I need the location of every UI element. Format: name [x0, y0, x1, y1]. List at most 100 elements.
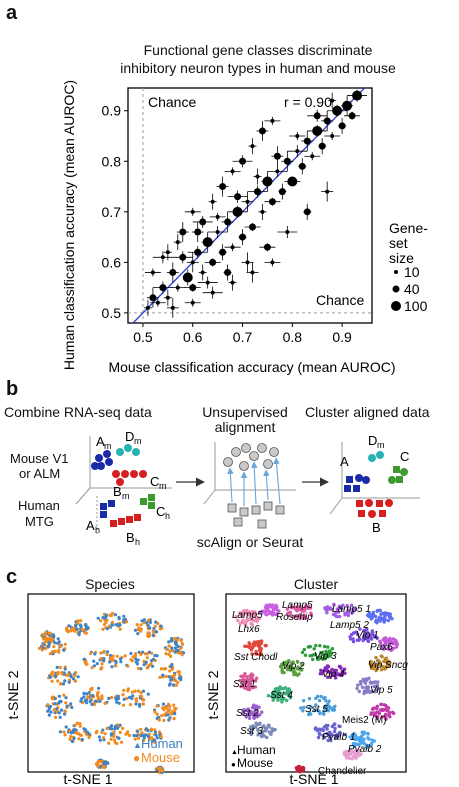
species-point [115, 700, 119, 704]
cluster-point [302, 647, 306, 652]
species-point [89, 651, 93, 655]
data-point [175, 240, 180, 245]
species-point [96, 690, 100, 694]
cluster-y-axis-label: t-SNE 2 [205, 670, 221, 719]
cluster-point [366, 732, 370, 736]
species-points [37, 611, 186, 775]
data-point [298, 162, 306, 170]
cluster-point [325, 727, 329, 731]
species-point [118, 657, 123, 661]
species-point [82, 727, 86, 731]
cluster-point [384, 636, 388, 640]
species-point [70, 626, 74, 630]
cluster-point [241, 682, 245, 687]
species-point [179, 639, 183, 643]
cluster-point [253, 679, 258, 683]
species-point [141, 702, 145, 706]
species-point [48, 652, 53, 656]
species-frame [27, 593, 195, 773]
alignment-arrows [227, 457, 281, 506]
cluster-label: Sst 5 [305, 704, 328, 715]
cluster-point [250, 623, 254, 627]
svg-text:A: A [86, 518, 95, 533]
species-point [58, 665, 63, 670]
cluster-point [337, 724, 341, 728]
cluster-point [253, 707, 258, 711]
y-tick-label: 0.8 [102, 153, 122, 169]
species-point [119, 660, 123, 664]
species-point [101, 765, 105, 769]
species-point [169, 677, 173, 681]
data-point [160, 255, 165, 260]
cluster-point [245, 609, 249, 613]
cluster-point [250, 706, 255, 710]
cluster-point [332, 729, 337, 734]
species-point [41, 633, 45, 637]
human-clusters [100, 494, 155, 527]
cluster-point [357, 743, 361, 747]
cluster-point [302, 705, 306, 710]
species-point [72, 736, 76, 740]
cluster-point [355, 686, 359, 691]
cluster-label: Chandelier [318, 766, 367, 777]
cluster-point [251, 686, 255, 690]
svg-text:h: h [165, 511, 170, 521]
svg-text:C: C [156, 504, 165, 519]
species-point [161, 673, 165, 677]
species-point [67, 624, 71, 628]
species-point [154, 620, 158, 624]
alignment-points [223, 443, 285, 529]
cluster-point [328, 606, 332, 610]
legend-human-marker: ▲ [133, 740, 142, 750]
species-point [80, 697, 84, 701]
cluster-label: Vip Sncg [368, 660, 408, 671]
axis-ticks: 0.5 0.6 0.7 0.8 0.9 0.5 0.6 0.7 0.8 0.9 [102, 103, 353, 345]
cluster-point [260, 609, 265, 613]
cluster-point [335, 614, 339, 619]
cluster-point [319, 694, 323, 699]
species-point [161, 702, 166, 706]
species-point [56, 679, 60, 683]
species-point [173, 646, 178, 650]
cluster-label: Vip 3 [314, 651, 337, 662]
species-point [97, 686, 101, 690]
species-point [141, 733, 145, 737]
species-point [87, 691, 91, 695]
cluster-label: Pvalb 2 [348, 744, 382, 755]
species-point [108, 727, 113, 731]
species-point [73, 629, 77, 633]
data-point [205, 280, 210, 285]
species-point [49, 710, 53, 714]
cluster-point [361, 637, 366, 641]
cluster-point [329, 733, 334, 737]
species-point [122, 618, 126, 622]
species-point [55, 707, 59, 711]
species-point [135, 623, 139, 627]
cluster-point [328, 735, 332, 739]
species-point [102, 649, 106, 653]
method-label: scAlign or Seurat [196, 534, 304, 550]
species-point [162, 667, 166, 671]
cluster-point [344, 612, 348, 616]
cluster-point [322, 669, 326, 673]
cluster-point [336, 734, 340, 739]
species-point [98, 738, 102, 742]
cluster-point [264, 608, 269, 612]
species-point [178, 673, 182, 677]
species-point [101, 627, 105, 631]
species-point [150, 659, 154, 663]
cluster-point [333, 722, 337, 726]
svg-text:m: m [377, 440, 385, 450]
species-point [174, 683, 178, 687]
cluster-point [291, 660, 295, 664]
cluster-label: Sst 3 [240, 726, 263, 737]
cluster-point [314, 643, 318, 648]
svg-text:B: B [126, 530, 135, 545]
cluster-label: Pvalb 1 [322, 732, 355, 743]
cluster-point [357, 689, 361, 694]
species-point [167, 644, 171, 648]
species-point [122, 614, 126, 618]
cluster-point [295, 659, 300, 664]
cluster-point [255, 711, 259, 716]
species-point [122, 697, 126, 701]
